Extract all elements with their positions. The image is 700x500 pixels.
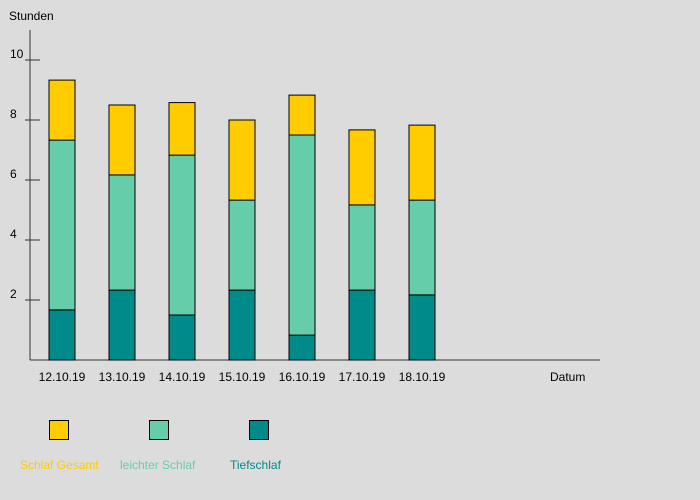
legend-label-schlaf-gesamt: Schlaf Gesamt [20, 458, 99, 472]
bar-segment-tiefschlaf [108, 289, 136, 361]
y-tick-label: 4 [10, 227, 17, 241]
x-tick-label: 14.10.19 [159, 370, 206, 384]
bar-segment-leichter-schlaf [288, 134, 316, 336]
legend-swatch-tiefschlaf [249, 420, 269, 440]
bar-segment-tiefschlaf [408, 294, 436, 361]
x-tick-label: 13.10.19 [99, 370, 146, 384]
y-tick-label: 2 [10, 287, 17, 301]
legend-swatch-leichter-schlaf [149, 420, 169, 440]
legend-label-leichter-schlaf: leichter Schlaf [120, 458, 196, 472]
y-tick-label: 6 [10, 167, 17, 181]
bar-segment-tiefschlaf [48, 309, 76, 361]
x-tick-label: 15.10.19 [219, 370, 266, 384]
bar-segment-leichter-schlaf [48, 139, 76, 311]
bar-segment-leichter-schlaf [348, 204, 376, 291]
legend-label-tiefschlaf: Tiefschlaf [230, 458, 281, 472]
bar-segment-tiefschlaf [228, 289, 256, 361]
x-tick-label: 16.10.19 [279, 370, 326, 384]
bar-segment-schlaf-gesamt [288, 94, 316, 136]
bar-segment-tiefschlaf [168, 314, 196, 361]
y-tick-label: 8 [10, 107, 17, 121]
x-axis-label: Datum [550, 370, 585, 384]
x-tick-label: 17.10.19 [339, 370, 386, 384]
bar-segment-schlaf-gesamt [408, 124, 436, 201]
bar-segment-leichter-schlaf [108, 174, 136, 291]
bar-segment-tiefschlaf [288, 334, 316, 361]
x-tick-label: 18.10.19 [399, 370, 446, 384]
x-tick-label: 12.10.19 [39, 370, 86, 384]
bar-segment-leichter-schlaf [168, 154, 196, 316]
bar-segment-leichter-schlaf [408, 199, 436, 296]
legend: Schlaf Gesamt leichter Schlaf Tiefschlaf [0, 420, 700, 480]
bar-segment-schlaf-gesamt [348, 129, 376, 206]
bar-segment-schlaf-gesamt [48, 79, 76, 141]
bar-segment-schlaf-gesamt [168, 102, 196, 156]
bar-segment-leichter-schlaf [228, 199, 256, 291]
y-axis-label: Stunden [9, 9, 54, 23]
y-tick-label: 10 [10, 47, 24, 61]
legend-swatch-schlaf-gesamt [49, 420, 69, 440]
bar-segment-schlaf-gesamt [228, 119, 256, 201]
bar-segment-tiefschlaf [348, 289, 376, 361]
bar-segment-schlaf-gesamt [108, 104, 136, 176]
